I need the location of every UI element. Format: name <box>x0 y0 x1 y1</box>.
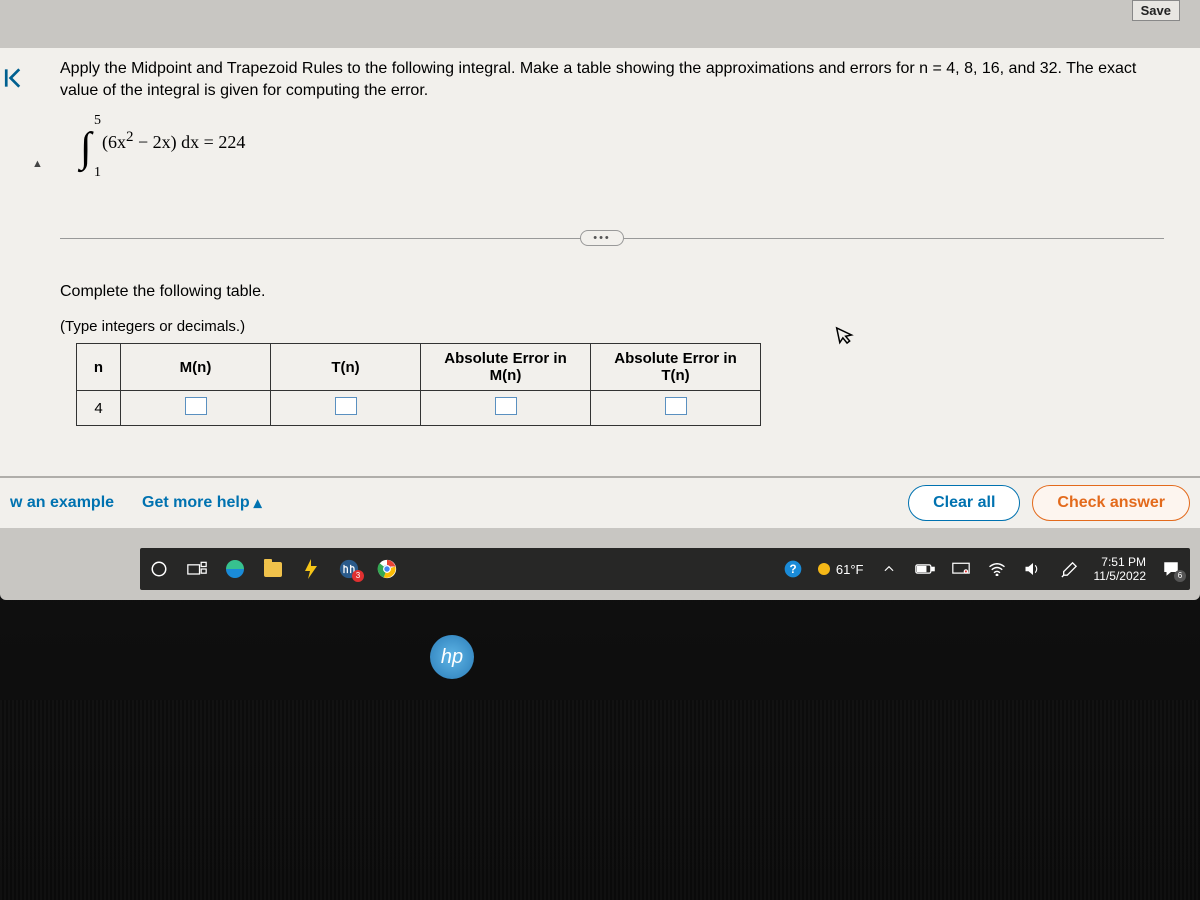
table-row: 4 <box>77 391 761 426</box>
question-text: Apply the Midpoint and Trapezoid Rules t… <box>60 58 1170 103</box>
col-etn: Absolute Error in T(n) <box>591 344 761 391</box>
chevron-up-icon[interactable] <box>878 558 900 580</box>
integral-expression: 5 ∫ (6x2 − 2x) dx = 224 1 <box>80 123 245 165</box>
input-mn[interactable] <box>185 397 207 415</box>
col-emn: Absolute Error in M(n) <box>421 344 591 391</box>
get-help-label: Get more help <box>142 494 250 512</box>
col-n: n <box>77 344 121 391</box>
chevron-up-icon: ▴ <box>254 493 262 513</box>
col-tn: T(n) <box>271 344 421 391</box>
volume-icon[interactable] <box>1022 558 1044 580</box>
col-mn: M(n) <box>121 344 271 391</box>
keyboard-area <box>0 700 1200 900</box>
help-icon[interactable]: ? <box>782 558 804 580</box>
cell-mn <box>121 391 271 426</box>
cell-emn <box>421 391 591 426</box>
expr-rest: − 2x) <box>134 132 177 152</box>
clock[interactable]: 7:51 PM 11/5/2022 <box>1094 555 1147 584</box>
screen: Save ▲ ▼ Apply the Midpoint and Trapezoi… <box>0 0 1200 600</box>
emn-line2: M(n) <box>490 367 522 384</box>
display-icon[interactable] <box>950 558 972 580</box>
input-tn[interactable] <box>335 397 357 415</box>
cell-etn <box>591 391 761 426</box>
cell-tn <box>271 391 421 426</box>
clear-all-button[interactable]: Clear all <box>908 485 1020 521</box>
view-example-link[interactable]: w an example <box>10 494 114 512</box>
edge-icon[interactable] <box>224 558 246 580</box>
cursor-icon <box>832 321 862 355</box>
power-icon[interactable] <box>300 558 322 580</box>
hp-app-icon[interactable]: 3 <box>338 558 360 580</box>
get-help-link[interactable]: Get more help ▴ <box>142 493 262 513</box>
complete-instruction: Complete the following table. <box>60 283 265 301</box>
hp-logo-icon: hp <box>430 635 474 679</box>
table-header-row: n M(n) T(n) Absolute Error in M(n) Absol… <box>77 344 761 391</box>
pen-icon[interactable] <box>1058 558 1080 580</box>
notif-count: 6 <box>1174 570 1186 582</box>
etn-line1: Absolute Error in <box>614 350 737 367</box>
integral-lower: 1 <box>94 165 101 181</box>
expr-dx: dx = 224 <box>177 132 246 152</box>
scroll-up-icon[interactable]: ▲ <box>32 158 46 172</box>
divider <box>624 238 1164 239</box>
time: 7:51 PM <box>1094 555 1147 569</box>
input-emn[interactable] <box>495 397 517 415</box>
date: 11/5/2022 <box>1094 569 1147 583</box>
question-panel: ▲ ▼ Apply the Midpoint and Trapezoid Rul… <box>0 48 1200 528</box>
back-arrow-icon[interactable] <box>0 58 32 98</box>
emn-line1: Absolute Error in <box>444 350 567 367</box>
expr-open: (6x <box>102 132 126 152</box>
action-bar: w an example Get more help ▴ Clear all C… <box>0 476 1200 528</box>
wifi-icon[interactable] <box>986 558 1008 580</box>
type-hint: (Type integers or decimals.) <box>60 318 245 335</box>
input-etn[interactable] <box>665 397 687 415</box>
sun-icon <box>818 563 830 575</box>
expr-sup: 2 <box>126 129 134 145</box>
divider <box>60 238 590 239</box>
chrome-icon[interactable] <box>376 558 398 580</box>
cell-n: 4 <box>77 391 121 426</box>
notifications-icon[interactable]: 6 <box>1160 558 1182 580</box>
badge: 3 <box>352 570 364 582</box>
battery-icon[interactable] <box>914 558 936 580</box>
cortana-icon[interactable] <box>148 558 170 580</box>
taskbar: 3 ? 61°F <box>140 548 1190 590</box>
check-answer-button[interactable]: Check answer <box>1032 485 1190 521</box>
weather-widget[interactable]: 61°F <box>818 562 864 577</box>
expand-dots-icon[interactable]: ••• <box>580 230 624 246</box>
data-table: n M(n) T(n) Absolute Error in M(n) Absol… <box>76 343 761 426</box>
task-view-icon[interactable] <box>186 558 208 580</box>
integral-sign-icon: ∫ <box>80 127 92 169</box>
taskbar-right: ? 61°F 7: <box>782 555 1182 584</box>
etn-line2: T(n) <box>661 367 689 384</box>
svg-text:?: ? <box>789 563 796 576</box>
integral-upper: 5 <box>94 113 101 129</box>
save-button[interactable]: Save <box>1132 0 1180 21</box>
temperature: 61°F <box>836 562 864 577</box>
file-explorer-icon[interactable] <box>262 558 284 580</box>
